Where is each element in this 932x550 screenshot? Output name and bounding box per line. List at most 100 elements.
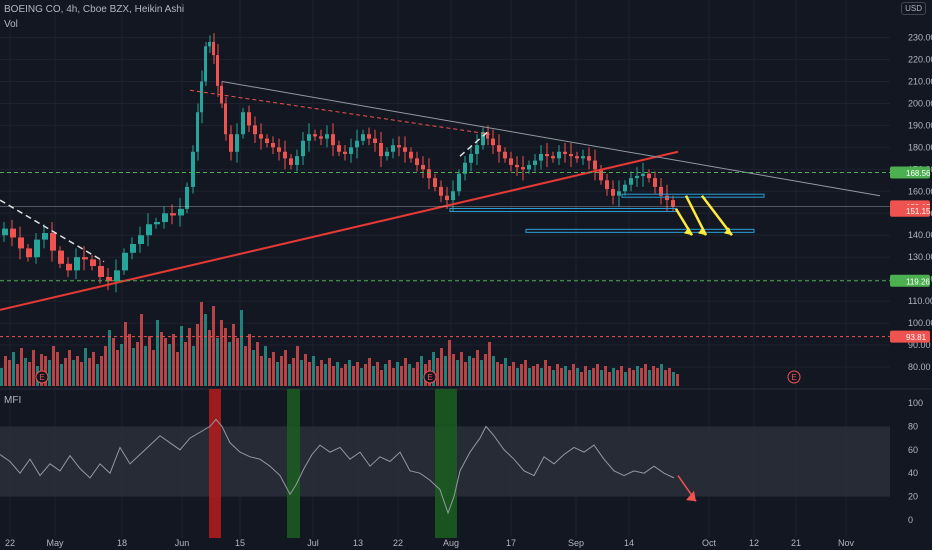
volume-bar [356, 362, 359, 386]
candle-body [42, 233, 48, 240]
volume-bar [212, 306, 215, 386]
time-tick-label: Jul [307, 538, 319, 548]
volume-bar [68, 350, 71, 386]
volume-bar [440, 348, 443, 386]
volume-bar [52, 346, 55, 386]
candle-body [397, 145, 401, 148]
volume-bar [520, 364, 523, 386]
volume-bar [48, 360, 51, 386]
candle-body [451, 191, 455, 201]
volume-bar [24, 358, 27, 386]
volume-bar [216, 338, 219, 386]
price-tick-label: 110.00 [908, 296, 932, 306]
volume-bar [556, 364, 559, 386]
volume-bar [384, 364, 387, 386]
mfi-tick-label: 60 [908, 445, 918, 455]
candle-body [90, 259, 96, 266]
volume-bar [184, 342, 187, 386]
price-tick-label: 200.00 [908, 98, 932, 108]
earnings-marker-label: E [39, 373, 44, 382]
currency-button[interactable]: USD [901, 2, 926, 15]
candle-body [355, 140, 359, 148]
volume-bar [368, 358, 371, 386]
volume-bar [252, 350, 255, 386]
blue-level-box [449, 207, 677, 212]
volume-bar [504, 358, 507, 386]
candle-body [277, 147, 281, 152]
volume-bar [264, 346, 267, 386]
volume-bar [432, 352, 435, 386]
volume-label: Vol [4, 19, 18, 30]
volume-bar [336, 362, 339, 386]
candle-body [229, 134, 233, 152]
time-tick-label: Aug [443, 538, 459, 548]
volume-bar [392, 368, 395, 386]
candle-body [247, 112, 251, 126]
volume-bar [96, 364, 99, 386]
volume-bar [0, 368, 3, 386]
candle-body [18, 237, 24, 249]
volume-bar [300, 360, 303, 386]
candle-body [617, 191, 621, 196]
volume-bar [468, 356, 471, 386]
mfi-highlight-zones [209, 389, 457, 538]
volume-bar [104, 346, 107, 386]
candle-body [587, 156, 591, 161]
volume-bar [600, 370, 603, 386]
volume-bar [220, 320, 223, 386]
candle-body [224, 103, 227, 135]
volume-bar [584, 366, 587, 386]
volume-bar [272, 352, 275, 386]
candle-body [427, 169, 431, 179]
candle-body [50, 233, 56, 251]
candle-body [445, 195, 449, 201]
candle-body [415, 158, 419, 165]
volume-bar [656, 368, 659, 386]
volume-bar [228, 342, 231, 386]
volume-bar [376, 362, 379, 386]
candle-body [481, 132, 485, 146]
volume-bar [160, 332, 163, 386]
volume-bar [592, 368, 595, 386]
volume-bar [164, 338, 167, 386]
candle-body [367, 134, 371, 139]
volume-bar [564, 366, 567, 386]
candle-body [373, 138, 377, 143]
volume-bar [380, 370, 383, 386]
candle-body [497, 145, 501, 152]
price-tag [890, 330, 930, 343]
mfi-tick-label: 100 [908, 398, 923, 408]
volume-bar [256, 342, 259, 386]
candle-body [241, 112, 245, 135]
price-tick-label: 130.00 [908, 252, 932, 262]
volume-bar [588, 370, 591, 386]
time-axis[interactable]: 22 May 18 Jun 15 Jul 13 22 Aug 17 Sep 14 Oct 12 21 Nov [5, 538, 855, 548]
volume-bar [632, 370, 635, 386]
blue-level-box [621, 193, 765, 198]
candle-body [2, 228, 8, 236]
volume-bar [312, 356, 315, 386]
mfi-axis[interactable]: 0 20 40 60 80 100 [908, 398, 923, 525]
time-tick-label: 18 [117, 538, 127, 548]
earnings-marker-label: E [427, 373, 432, 382]
volume-bar [192, 346, 195, 386]
candle-body [138, 235, 144, 245]
volume-bar [604, 366, 607, 386]
volume-bar [572, 364, 575, 386]
volume-bar [672, 372, 675, 386]
volume-bar [116, 350, 119, 386]
price-tag-label: 168.56 [906, 169, 931, 178]
volume-bar [372, 366, 375, 386]
volume-bar [532, 366, 535, 386]
candle-body [196, 112, 199, 152]
volume-bar [624, 372, 627, 386]
volume-bar [332, 366, 335, 386]
candle-body [361, 134, 365, 141]
volume-bar [516, 368, 519, 386]
candle-body [635, 175, 639, 179]
price-axis[interactable]: 80.0090.00100.00110.00120.00130.00140.00… [890, 33, 932, 372]
volume-bar [456, 360, 459, 386]
volume-bar [364, 364, 367, 386]
volume-bar [248, 334, 251, 386]
